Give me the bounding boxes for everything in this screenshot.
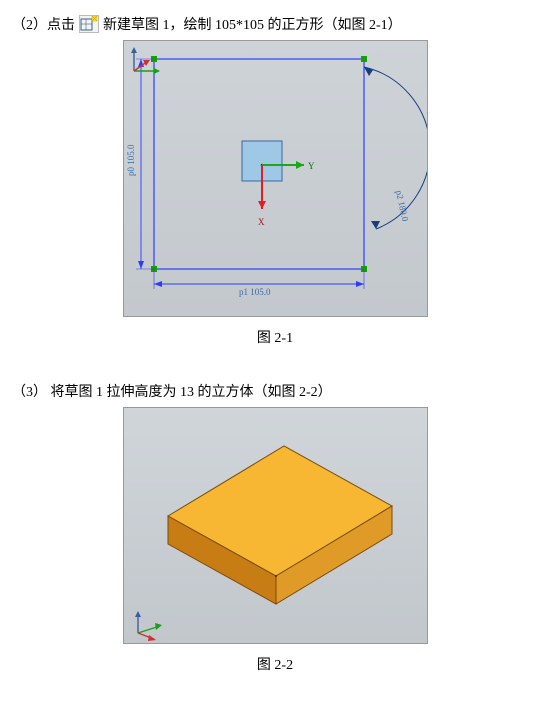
triad-icon [128,605,168,641]
dim-bottom-text: p1 105.0 [239,287,271,297]
y-axis-label: Y [308,161,315,171]
figure-2-2-caption: 图 2-2 [12,654,538,674]
corner-handle [361,56,367,62]
figure-2-1-frame: Y X p1 105.0 [123,40,428,317]
step-2-line: （2）点击 新建草图 1，绘制 105*105 的正方形（如图 2-1） [12,14,538,34]
dim-left-text: p0 105.0 [126,144,136,176]
solid-vertex [274,575,276,577]
new-sketch-icon [79,15,99,33]
figure-2-1-wrap: Y X p1 105.0 [12,40,538,347]
figure-2-1-scene: Y X p1 105.0 [124,41,427,316]
triad-icon [128,41,168,77]
figure-2-1-caption: 图 2-1 [12,327,538,347]
figure-2-2-frame [123,407,428,644]
dim-arc: p2 180.0 [364,67,427,229]
step-3-text: （3） 将草图 1 拉伸高度为 13 的立方体（如图 2-2） [12,381,332,401]
figure-2-2-wrap: 图 2-2 [12,407,538,674]
x-axis-label: X [258,217,265,227]
dim-left: p0 105.0 [126,59,154,269]
step-3-line: （3） 将草图 1 拉伸高度为 13 的立方体（如图 2-2） [12,381,538,401]
step-2-prefix: （2）点击 [12,14,75,34]
step-2-suffix: 新建草图 1，绘制 105*105 的正方形（如图 2-1） [103,14,402,34]
figure-2-2-scene [124,408,427,643]
dim-bottom: p1 105.0 [154,269,364,297]
